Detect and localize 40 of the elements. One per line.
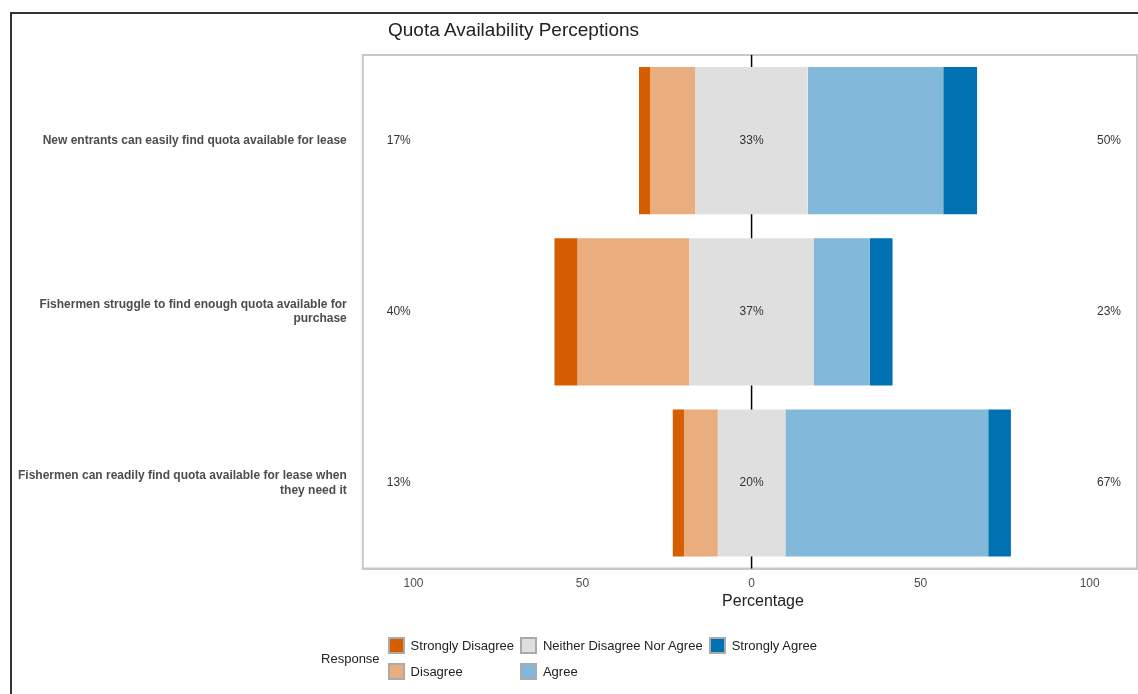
bar (689, 238, 814, 386)
chart-title: Quota Availability Perceptions (388, 19, 640, 41)
legend-label: Agree (542, 663, 578, 679)
y-tick-label: Fishermen struggle to find enough quota available for purchase (39, 296, 348, 326)
bar (813, 238, 870, 386)
x-tick-label: 50 (913, 576, 928, 591)
x-tick-label: 0 (748, 576, 756, 591)
annotation: 50% (1096, 132, 1122, 147)
bar (650, 66, 696, 215)
bar (869, 238, 893, 386)
annotation: 40% (386, 304, 412, 319)
x-tick-label: 100 (403, 576, 424, 591)
annotation: 20% (739, 475, 764, 490)
legend-label: Strongly Agree (731, 637, 817, 653)
bar (785, 409, 989, 557)
annotation: 17% (386, 132, 412, 147)
legend-title: Response (321, 650, 380, 666)
bar (672, 409, 684, 557)
x-axis-title: Percentage (721, 592, 805, 610)
bar (988, 409, 1011, 557)
bar (943, 66, 978, 215)
legend-label: Strongly Disagree (410, 637, 514, 653)
bar (554, 238, 578, 386)
x-tick-label: 100 (1079, 576, 1100, 591)
bar (638, 66, 651, 215)
annotation: 37% (739, 304, 764, 319)
x-tick-label: 50 (575, 576, 590, 591)
annotation: 13% (386, 475, 412, 490)
y-tick-label: New entrants can easily find quota available for lease (42, 132, 348, 147)
bar (683, 409, 718, 557)
bar (695, 66, 808, 215)
legend-label: Neither Disagree Nor Agree (542, 637, 703, 653)
bar (717, 409, 786, 557)
annotation: 23% (1096, 304, 1122, 319)
annotation: 33% (739, 132, 764, 147)
annotation: 67% (1096, 475, 1122, 490)
legend-label: Disagree (410, 663, 463, 679)
bar (808, 66, 944, 215)
bar (576, 238, 690, 386)
y-tick-label: Fishermen can readily find quota available for lease when they need it (17, 468, 347, 497)
